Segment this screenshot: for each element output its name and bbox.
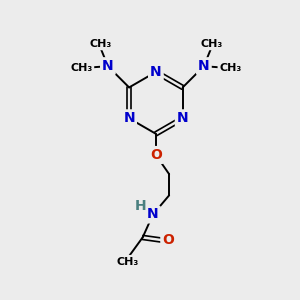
Text: CH₃: CH₃ xyxy=(200,39,222,49)
Text: N: N xyxy=(102,59,114,73)
Text: CH₃: CH₃ xyxy=(117,256,139,267)
Text: CH₃: CH₃ xyxy=(219,63,242,73)
Text: N: N xyxy=(150,65,162,79)
Text: O: O xyxy=(162,233,174,248)
Text: N: N xyxy=(147,208,159,221)
Text: N: N xyxy=(177,111,188,125)
Text: CH₃: CH₃ xyxy=(70,63,92,73)
Text: N: N xyxy=(123,111,135,125)
Text: CH₃: CH₃ xyxy=(89,39,112,49)
Text: H: H xyxy=(135,199,146,213)
Text: O: O xyxy=(150,148,162,162)
Text: N: N xyxy=(198,59,210,73)
